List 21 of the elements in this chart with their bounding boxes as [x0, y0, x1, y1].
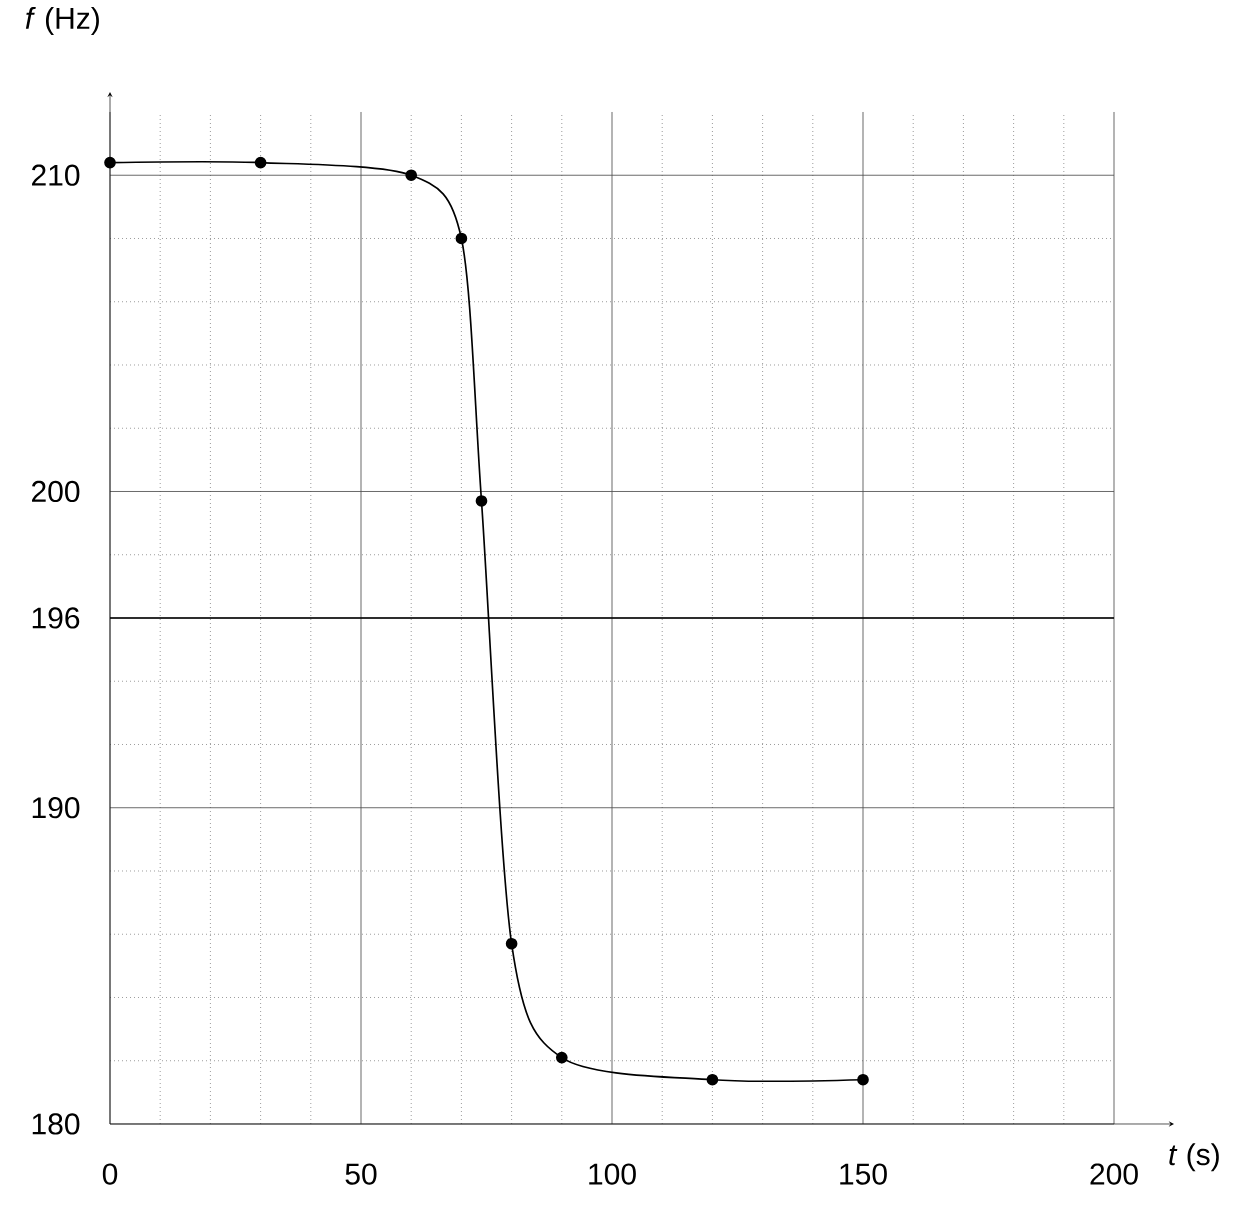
point: [706, 1073, 719, 1086]
y-tick-label: 180: [32, 1113, 80, 1135]
x-axis-title: t (s): [1169, 1143, 1219, 1172]
y-tick-label: 200: [32, 480, 80, 503]
point: [555, 1051, 568, 1064]
y-tick-label: 190: [32, 797, 80, 819]
point: [475, 495, 488, 507]
point: [104, 156, 116, 169]
x-tick-label: 150: [840, 1163, 887, 1185]
x-tick-label: 100: [589, 1163, 636, 1185]
y-tick-label: 196: [32, 607, 80, 629]
y-tick-label: 210: [32, 164, 80, 186]
y-axis-title: f (Hz): [25, 6, 99, 35]
x-tick-label: 0: [102, 1163, 118, 1185]
point: [405, 169, 418, 182]
x-tick-label: 200: [1090, 1163, 1138, 1185]
point: [455, 232, 468, 245]
x-tick-label: 50: [345, 1163, 377, 1185]
point: [857, 1073, 869, 1086]
point: [254, 156, 267, 169]
point: [505, 937, 518, 950]
